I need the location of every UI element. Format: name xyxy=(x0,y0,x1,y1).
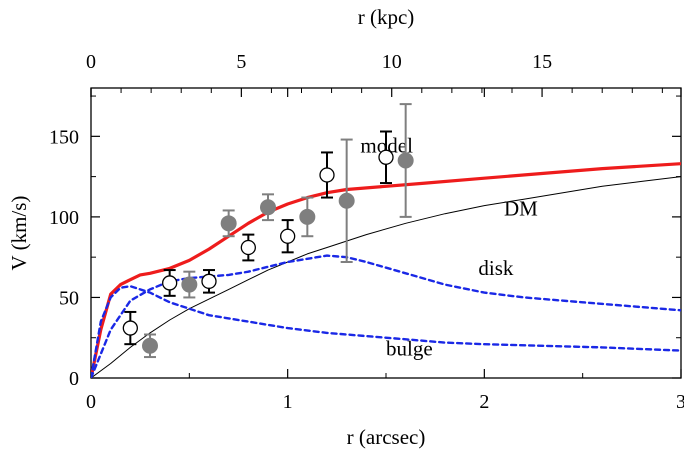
data-point-filled xyxy=(397,103,414,218)
y-tick-label: 50 xyxy=(59,287,79,309)
data-point-open xyxy=(280,219,296,254)
y-tick-label: 100 xyxy=(49,207,79,229)
marker-open-circle xyxy=(319,167,335,183)
data-point-open xyxy=(201,269,217,294)
y-axis-label: V (km/s) xyxy=(7,196,31,271)
data-point-open xyxy=(122,310,138,346)
marker-filled-circle xyxy=(181,276,198,293)
x-tick-label: 0 xyxy=(86,391,96,413)
marker-filled-circle xyxy=(338,192,355,209)
series-label-bulge: bulge xyxy=(386,336,433,360)
y-tick-label: 150 xyxy=(49,126,79,148)
data-point-filled xyxy=(142,333,158,359)
data-point-filled xyxy=(338,138,355,263)
data-point-filled xyxy=(181,270,198,299)
marker-open-circle xyxy=(122,320,138,336)
data-point-filled xyxy=(260,193,276,222)
x-tick-label: 1 xyxy=(283,391,293,413)
top-tick-label: 5 xyxy=(236,51,246,73)
marker-filled-circle xyxy=(142,337,158,354)
series-line-model xyxy=(91,162,681,378)
data-point-open xyxy=(162,269,178,297)
top-tick-label: 10 xyxy=(382,51,402,73)
marker-open-circle xyxy=(240,239,256,256)
data-point-open xyxy=(240,233,256,262)
data-point-open xyxy=(378,130,394,185)
marker-open-circle xyxy=(378,149,394,165)
marker-filled-circle xyxy=(299,208,316,225)
marker-open-circle xyxy=(280,228,296,244)
marker-filled-circle xyxy=(397,152,414,169)
series-line-bulge xyxy=(91,285,681,378)
top-tick-label: 15 xyxy=(532,51,552,73)
series-label-DM: DM xyxy=(504,196,538,220)
series-label-disk: disk xyxy=(478,256,514,280)
y-tick-label: 0 xyxy=(69,368,79,390)
data-point-open xyxy=(319,151,335,199)
data-point-filled xyxy=(299,196,316,238)
x-tick-label: 2 xyxy=(479,391,489,413)
top-axis-label: r (kpc) xyxy=(358,5,415,29)
marker-open-circle xyxy=(201,273,217,289)
marker-filled-circle xyxy=(260,199,276,216)
series-line-disk xyxy=(91,254,681,378)
curves xyxy=(91,162,681,378)
top-tick-label: 0 xyxy=(86,51,96,73)
series-line-DM xyxy=(91,176,681,378)
x-tick-label: 3 xyxy=(676,391,684,413)
data-point-filled xyxy=(220,209,237,238)
x-axis-label: r (arcsec) xyxy=(347,425,426,449)
marker-filled-circle xyxy=(220,215,237,232)
marker-open-circle xyxy=(162,275,178,291)
